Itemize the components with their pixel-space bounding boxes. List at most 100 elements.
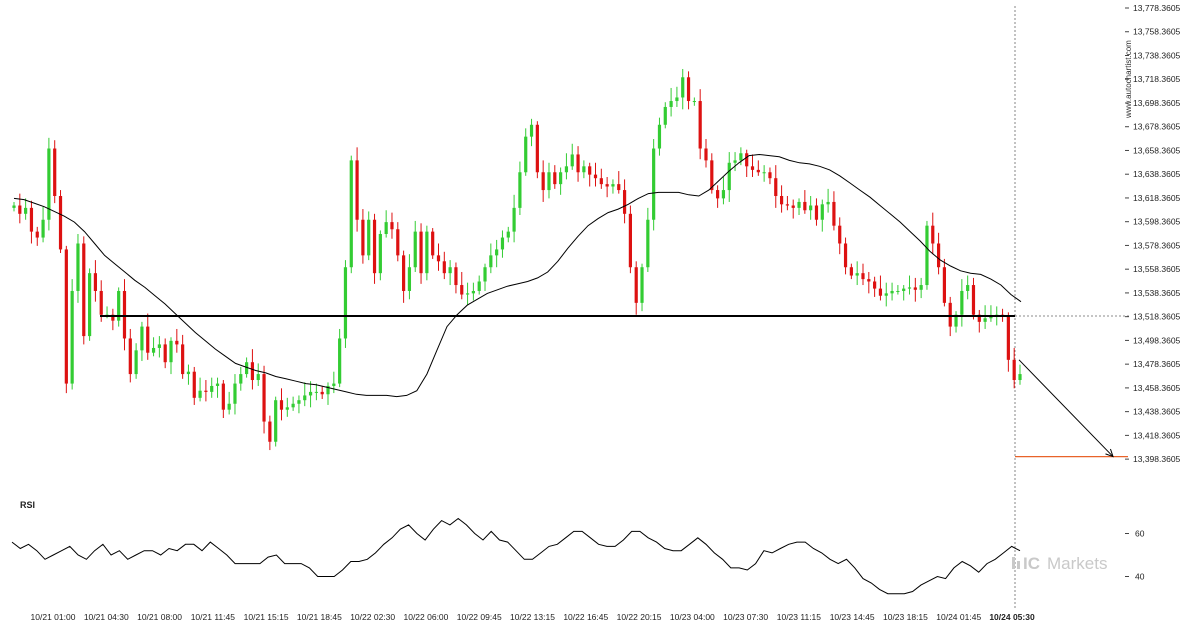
candle-body	[727, 162, 731, 191]
candle-body	[233, 383, 237, 404]
y-tick-label: 13,498.3605	[1133, 335, 1181, 345]
candle-body	[384, 222, 388, 234]
candle-body	[745, 153, 749, 167]
candle-body	[942, 267, 947, 303]
rsi-line	[11, 517, 1021, 595]
candle-body	[483, 267, 487, 282]
candle-body	[151, 347, 156, 353]
candle-body	[646, 219, 650, 268]
candle-body	[564, 166, 569, 173]
candle-body	[192, 371, 196, 398]
candle-body	[396, 229, 400, 256]
x-tick-label: 10/21 11:45	[191, 612, 236, 622]
time-axis: 10/21 01:00 10/21 04:30 10/21 08:00 10/21 1…	[31, 612, 1035, 622]
y-tick-label: 13,758.3605	[1133, 27, 1181, 37]
candle-body	[890, 290, 894, 294]
candle-body	[704, 148, 708, 161]
candle-body	[70, 290, 74, 384]
y-tick-label: 13,778.3605	[1133, 3, 1181, 13]
candle-body	[157, 344, 161, 348]
candle-body	[593, 174, 598, 179]
y-tick-label: 13,578.3605	[1133, 240, 1181, 250]
rsi-label: RSI	[20, 500, 35, 510]
rsi-tick-label: 60	[1135, 529, 1145, 539]
candle-body	[355, 160, 359, 220]
candle-body	[896, 290, 900, 292]
candle-body	[326, 385, 330, 395]
candle-body	[739, 153, 743, 161]
candle-body	[407, 267, 412, 291]
candle-body	[524, 136, 528, 173]
candle-body	[186, 371, 191, 375]
candle-body	[134, 350, 138, 375]
candle-body	[163, 344, 167, 363]
candle-body	[262, 374, 266, 422]
candle-body	[547, 172, 551, 191]
candle-body	[448, 267, 452, 274]
candle-body	[971, 285, 976, 315]
candle-body	[64, 249, 68, 384]
candle-body	[750, 166, 755, 170]
candle-body	[465, 293, 470, 295]
candle-body	[919, 285, 923, 290]
candle-body	[99, 290, 103, 315]
candle-body	[122, 290, 127, 339]
candle-body	[843, 243, 848, 268]
candle-body	[117, 290, 121, 321]
candle-body	[390, 222, 394, 230]
candle-body	[12, 205, 16, 208]
candle-body	[285, 407, 289, 410]
candle-body	[204, 390, 208, 392]
candle-body	[413, 231, 417, 268]
logo-bar-icon	[1017, 561, 1020, 569]
candle-body	[529, 124, 534, 137]
candle-body	[855, 273, 859, 276]
candle-body	[18, 205, 22, 214]
candle-body	[250, 362, 255, 381]
candle-body	[838, 225, 842, 244]
candle-body	[733, 160, 737, 163]
candle-body	[966, 285, 970, 291]
candle-body	[721, 190, 726, 199]
candle-body	[308, 391, 313, 396]
candle-body	[826, 201, 830, 205]
candle-body	[460, 285, 464, 295]
x-tick-label: 10/21 04:30	[84, 612, 129, 622]
candle-body	[367, 219, 371, 256]
candle-body	[867, 279, 871, 282]
x-tick-label: 10/21 18:45	[297, 612, 342, 622]
candle-body	[553, 172, 557, 185]
candle-body	[803, 201, 807, 211]
candle-body	[297, 400, 301, 404]
candle-body	[692, 101, 696, 103]
candle-body	[931, 225, 935, 244]
candle-body	[221, 383, 225, 410]
candle-body	[402, 255, 406, 291]
candle-body	[111, 314, 115, 321]
candle-body	[82, 243, 86, 337]
candle-body	[570, 154, 574, 167]
y-tick-label: 13,658.3605	[1133, 145, 1181, 155]
y-tick-label: 13,698.3605	[1133, 98, 1181, 108]
candle-body	[169, 340, 173, 363]
candle-body	[349, 160, 353, 268]
candle-body	[768, 172, 772, 179]
candle-body	[634, 267, 638, 303]
candle-body	[576, 154, 580, 173]
candle-body	[861, 273, 865, 280]
candle-body	[372, 219, 377, 274]
candle-body	[53, 148, 57, 197]
logo-bar-icon	[1012, 557, 1015, 569]
y-tick-label: 13,618.3605	[1133, 193, 1181, 203]
candle-body	[884, 293, 888, 296]
candle-body	[436, 255, 441, 262]
candle-body	[774, 178, 778, 197]
candle-body	[559, 172, 563, 185]
candle-body	[378, 233, 382, 274]
candle-body	[419, 231, 423, 274]
y-tick-label: 13,598.3605	[1133, 217, 1181, 227]
candle-body	[913, 287, 917, 290]
candle-body	[320, 391, 324, 395]
candle-body	[977, 314, 981, 322]
candle-body	[425, 231, 429, 274]
